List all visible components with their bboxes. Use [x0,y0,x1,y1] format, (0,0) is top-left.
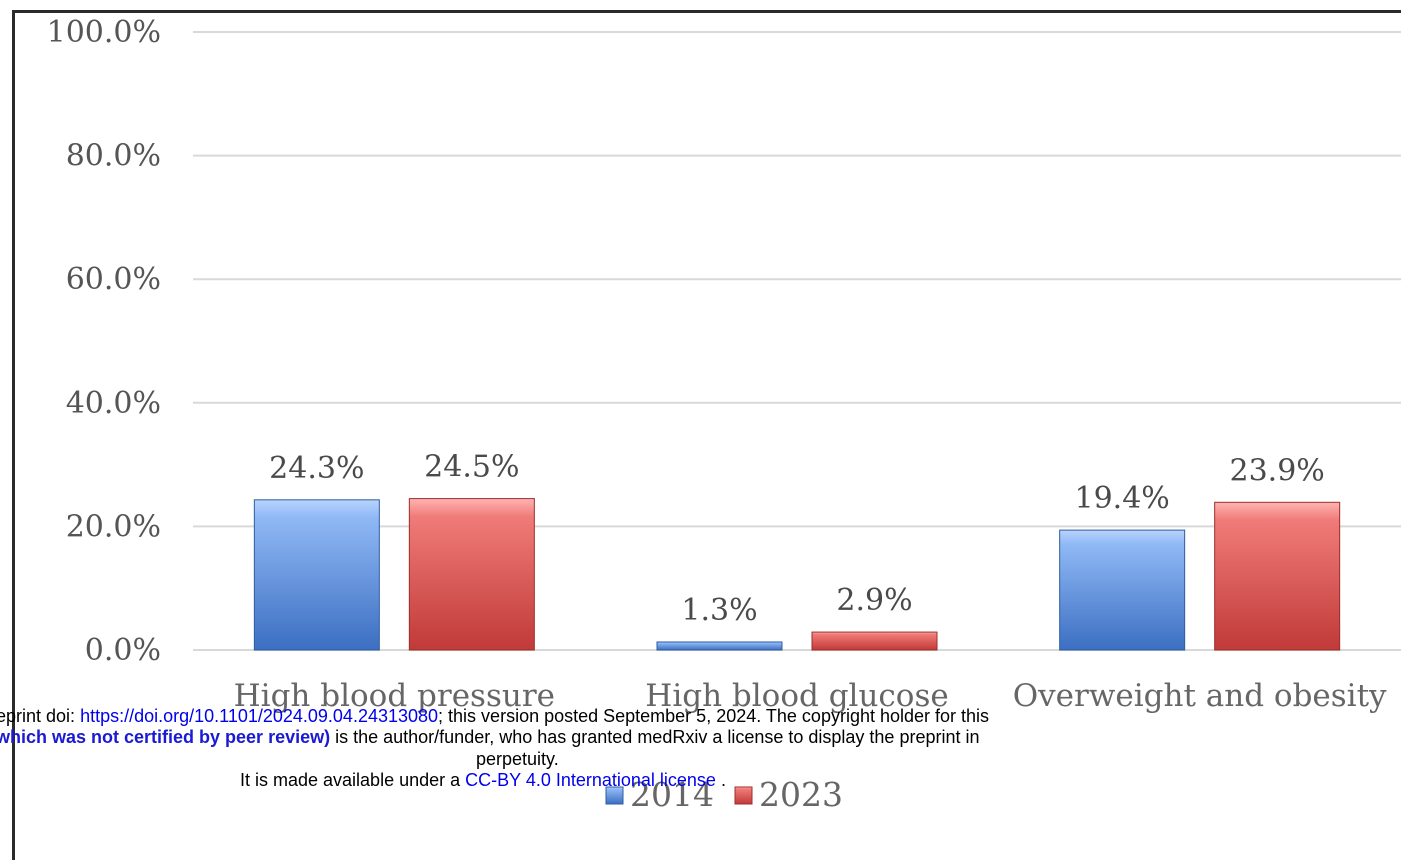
legend-label-2023: 2023 [759,775,843,814]
license-link[interactable]: CC-BY 4.0 International license [465,770,716,790]
preprint-line-2: which was not certified by peer review) … [0,727,979,748]
preprint-line-1: eprint doi: https://doi.org/10.1101/2024… [0,706,989,727]
data-label: 24.5% [424,450,519,485]
bar-2014-0 [253,499,380,651]
y-tick-label: 100.0% [47,15,161,50]
bar-2023-2 [1214,501,1341,651]
data-label: 1.3% [681,593,757,628]
data-label: 24.3% [269,451,364,486]
legend-swatch-2023 [734,786,753,805]
bar-2014-2 [1059,529,1186,651]
preprint-line-4: It is made available under a CC-BY 4.0 I… [240,770,726,791]
x-category-label: Overweight and obesity [1013,678,1387,714]
preprint-line1-suffix: ; this version posted September 5, 2024.… [438,706,990,726]
bar-2023-0 [408,498,535,651]
legend-label-2014: 2014 [630,775,714,814]
data-label: 2.9% [836,583,912,618]
y-tick-label: 60.0% [66,262,161,297]
x-category-label: High blood glucose [645,678,948,714]
data-label: 19.4% [1075,481,1170,516]
preprint-doi-prefix: eprint doi: [0,706,81,726]
y-tick-label: 80.0% [66,139,161,174]
peer-review-note: which was not certified by peer review) [0,727,331,747]
bar-2014-1 [656,641,783,651]
preprint-license-suffix: . [715,770,726,790]
preprint-line-3: perpetuity. [476,749,559,769]
y-tick-label: 40.0% [66,386,161,421]
legend: 2014 2023 [605,775,843,814]
chart-frame [12,10,1401,860]
preprint-notice: eprint doi: https://doi.org/10.1101/2024… [0,706,1401,796]
x-category-label: High blood pressure [234,678,555,714]
y-tick-label: 0.0% [85,633,161,668]
bar-2023-1 [811,631,938,651]
preprint-line2-rest: is the author/funder, who has granted me… [330,727,980,747]
legend-swatch-2014 [605,786,624,805]
doi-link[interactable]: https://doi.org/10.1101/2024.09.04.24313… [80,706,439,726]
y-tick-label: 20.0% [66,509,161,544]
preprint-license-prefix: It is made available under a [240,770,466,790]
data-label: 23.9% [1230,453,1325,488]
